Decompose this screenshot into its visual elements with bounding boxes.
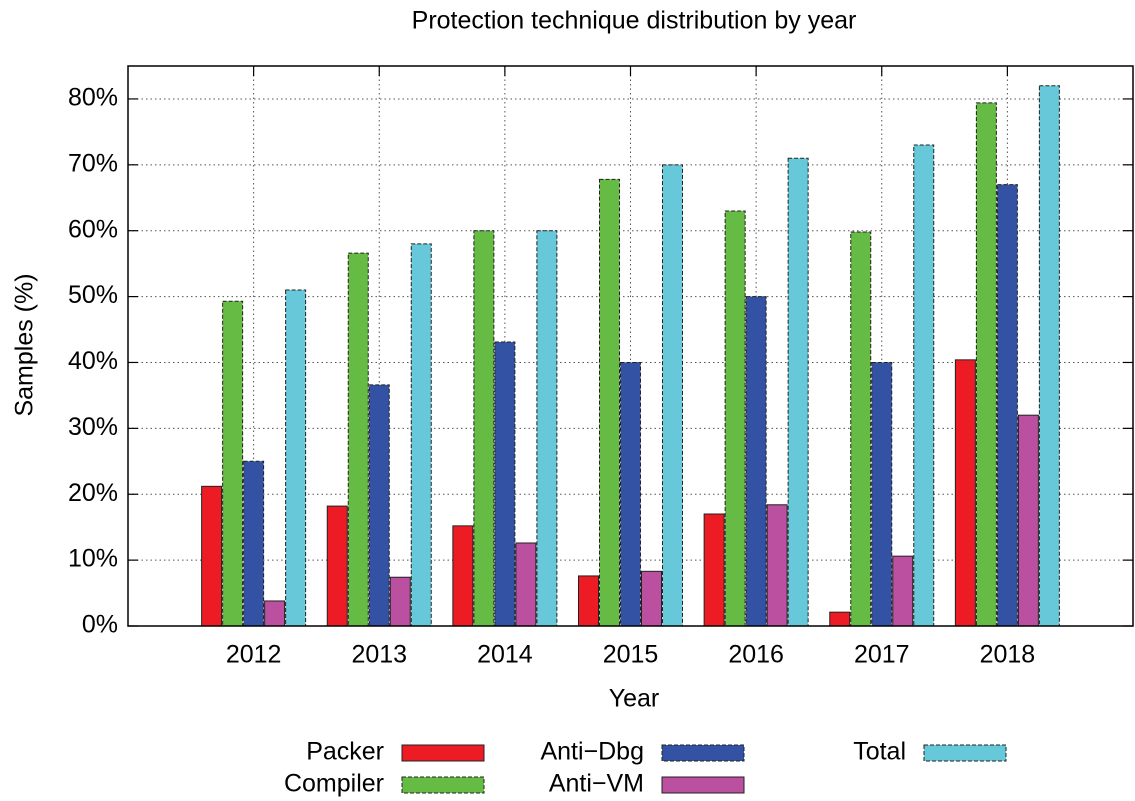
y-tick-label: 30%: [68, 413, 118, 441]
bar: [766, 504, 788, 627]
bar: [578, 575, 599, 627]
bar: [641, 570, 662, 627]
bar: [892, 555, 914, 627]
bar: [745, 296, 767, 627]
bar: [1038, 85, 1060, 627]
legend-swatch: [661, 744, 745, 762]
x-tick-label: 2015: [603, 641, 659, 669]
y-tick-label: 40%: [68, 347, 118, 375]
y-tick-label: 70%: [68, 149, 118, 177]
x-tick-label: 2016: [728, 641, 784, 669]
y-tick-label: 20%: [68, 479, 118, 507]
bar: [285, 289, 307, 627]
legend-label: Total: [853, 738, 906, 766]
y-tick-label: 80%: [68, 84, 118, 112]
legend-swatch: [401, 776, 485, 794]
bar: [201, 485, 223, 627]
bar: [954, 359, 976, 627]
bar: [620, 361, 641, 627]
bar: [662, 164, 683, 627]
y-tick-label: 0%: [82, 611, 118, 639]
bar: [410, 243, 432, 627]
bar: [473, 230, 495, 627]
bar: [1017, 414, 1039, 627]
x-tick-label: 2012: [226, 641, 282, 669]
bar: [536, 230, 558, 627]
plot-frame: [127, 65, 1134, 627]
legend-label: Packer: [306, 738, 384, 766]
x-tick-label: 2014: [477, 641, 533, 669]
legend-label: Anti−VM: [549, 770, 644, 798]
bar: [389, 576, 411, 627]
y-tick-label: 60%: [68, 215, 118, 243]
x-axis-label: Year: [609, 685, 660, 713]
bar: [347, 252, 369, 627]
bar: [494, 341, 516, 627]
x-tick-label: 2017: [854, 641, 910, 669]
bar: [871, 361, 893, 627]
bar: [787, 157, 809, 627]
bar: [326, 505, 348, 627]
bar: [850, 231, 872, 627]
chart-title: Protection technique distribution by yea…: [412, 7, 857, 35]
y-axis-label: Samples (%): [11, 273, 39, 416]
bar: [703, 513, 725, 627]
bar: [452, 525, 474, 627]
bar: [222, 300, 244, 627]
bar: [996, 184, 1018, 627]
legend-swatch: [661, 776, 745, 794]
y-tick-label: 10%: [68, 545, 118, 573]
legend-swatch: [923, 744, 1007, 762]
bar: [264, 600, 286, 627]
bar: [724, 210, 746, 627]
bar: [975, 102, 997, 627]
legend-label: Compiler: [284, 770, 384, 798]
bar: [913, 144, 935, 627]
legend-label: Anti−Dbg: [540, 738, 644, 766]
legend-swatch: [401, 744, 485, 762]
bar: [599, 178, 620, 627]
x-tick-label: 2013: [351, 641, 407, 669]
bar: [368, 384, 390, 627]
x-tick-label: 2018: [980, 641, 1036, 669]
bar: [243, 460, 265, 627]
bar: [829, 611, 851, 627]
y-tick-label: 50%: [68, 281, 118, 309]
bar: [515, 542, 537, 627]
